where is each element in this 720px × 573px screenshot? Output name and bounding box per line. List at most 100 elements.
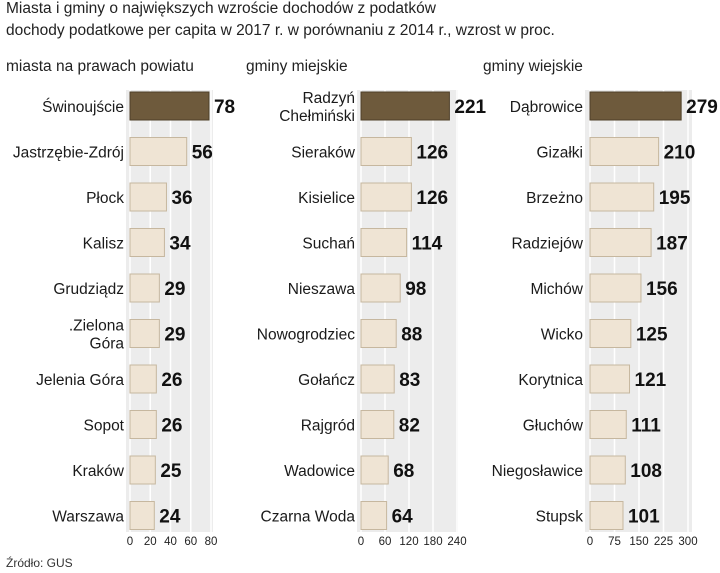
data-label: 101 <box>628 507 660 528</box>
bar <box>589 455 626 485</box>
data-label: 125 <box>636 325 668 346</box>
data-label: 29 <box>164 325 185 346</box>
data-label: 126 <box>416 143 448 164</box>
category-label: Jastrzębie-Zdrój <box>13 145 124 162</box>
category-label: Rajgród <box>301 418 355 435</box>
data-label: 24 <box>159 507 181 528</box>
bar <box>360 364 395 394</box>
category-label: Michów <box>530 281 583 298</box>
category-label: Wadowice <box>284 463 355 480</box>
bar <box>129 273 160 303</box>
category-label: Wicko <box>541 327 583 344</box>
category-label: Nowogrodziec <box>257 327 355 344</box>
data-label: 64 <box>392 507 414 528</box>
x-tick-label: 225 <box>654 536 673 548</box>
data-label: 34 <box>169 234 191 255</box>
category-label: Kraków <box>72 463 124 480</box>
bar <box>360 319 397 348</box>
chart-title: Miasta i gminy o największych wzroście d… <box>6 0 436 17</box>
x-tick-label: 180 <box>423 536 442 548</box>
bar <box>129 455 156 485</box>
bar <box>129 364 157 394</box>
bar <box>129 182 167 212</box>
data-label: 78 <box>214 97 235 118</box>
data-label: 25 <box>160 461 182 482</box>
category-label: Kisielice <box>298 190 355 207</box>
data-label: 121 <box>635 370 667 391</box>
category-label: Brzeżno <box>526 190 583 207</box>
data-label: 279 <box>686 97 718 118</box>
bar <box>589 273 642 303</box>
category-label: Nieszawa <box>288 281 356 298</box>
x-tick-label: 40 <box>164 536 177 548</box>
data-label: 221 <box>454 97 486 118</box>
bar <box>129 319 160 348</box>
data-label: 83 <box>399 370 420 391</box>
data-label: 36 <box>171 188 192 209</box>
bar <box>360 410 395 439</box>
data-label: 108 <box>630 461 662 482</box>
bar <box>360 91 450 121</box>
data-label: 26 <box>161 416 182 437</box>
category-label: Gizałki <box>536 145 583 162</box>
bar <box>589 501 624 530</box>
bar <box>360 501 388 530</box>
bar <box>360 455 389 485</box>
data-label: 26 <box>161 370 182 391</box>
data-label: 114 <box>412 234 443 255</box>
x-tick-label: 60 <box>379 536 392 548</box>
x-tick-label: 0 <box>127 536 133 548</box>
category-label: Czarna Woda <box>261 509 356 526</box>
category-label: Grudziądz <box>53 281 124 298</box>
category-label: Głuchów <box>523 418 584 435</box>
data-label: 88 <box>401 325 422 346</box>
x-tick-label: 0 <box>358 536 364 548</box>
bar <box>589 228 652 257</box>
category-label: Warszawa <box>52 509 124 526</box>
x-tick-label: 80 <box>205 536 218 548</box>
data-label: 68 <box>393 461 414 482</box>
x-tick-label: 20 <box>144 536 157 548</box>
x-tick-label: 0 <box>587 536 593 548</box>
bar <box>129 137 188 166</box>
source-note: Źródło: GUS <box>6 556 73 570</box>
data-label: 195 <box>659 188 691 209</box>
data-label: 29 <box>164 279 185 300</box>
bar <box>360 137 412 166</box>
x-tick-label: 60 <box>184 536 197 548</box>
category-label: Świnoujście <box>42 98 124 116</box>
data-label: 210 <box>664 143 696 164</box>
category-label: Radzyń Chełmiński <box>279 90 355 125</box>
bar <box>589 182 655 212</box>
category-label: Niegosławice <box>492 463 583 480</box>
category-label: Płock <box>86 190 124 207</box>
data-label: 156 <box>646 279 678 300</box>
bar <box>589 319 632 348</box>
data-label: 56 <box>192 143 213 164</box>
category-label: Suchań <box>302 236 355 253</box>
category-label: Kalisz <box>83 236 124 253</box>
category-label: Jelenia Góra <box>36 372 124 389</box>
bar <box>589 137 660 166</box>
bar <box>589 364 631 394</box>
x-tick-label: 75 <box>608 536 621 548</box>
x-tick-label: 120 <box>399 536 418 548</box>
category-label: Dąbrowice <box>510 99 583 116</box>
panel-title-cities: miasta na prawach powiatu <box>6 58 194 75</box>
category-label: Stupsk <box>536 509 584 526</box>
bar <box>360 228 408 257</box>
category-label: Sopot <box>83 418 124 435</box>
bar <box>589 410 627 439</box>
panel-title-urban-municipalities: gminy miejskie <box>246 58 348 75</box>
category-label: Gołańcz <box>298 372 355 389</box>
bar <box>360 273 401 303</box>
data-label: 126 <box>416 188 448 209</box>
chart-subtitle: dochody podatkowe per capita w 2017 r. w… <box>6 22 555 39</box>
category-label: Korytnica <box>518 372 583 389</box>
x-tick-label: 150 <box>629 536 648 548</box>
bar <box>360 182 412 212</box>
category-label: Sieraków <box>291 145 356 162</box>
data-label: 82 <box>399 416 420 437</box>
data-label: 187 <box>656 234 688 255</box>
